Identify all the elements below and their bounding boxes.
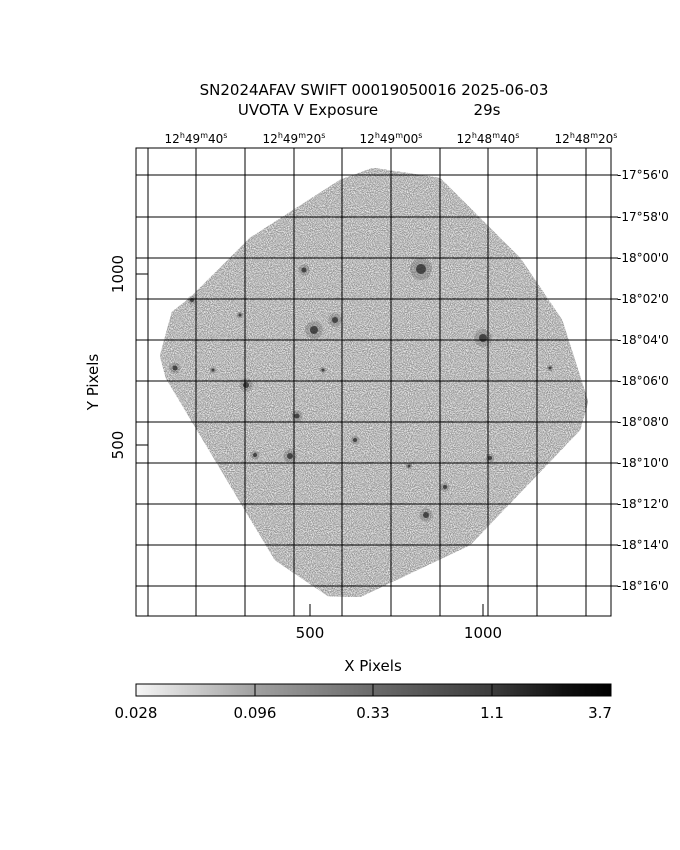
y-axis-label: Y Pixels xyxy=(84,354,102,412)
colorbar-label-1: 0.028 xyxy=(115,704,158,722)
source-spot xyxy=(488,456,492,460)
source-halo xyxy=(239,378,253,392)
coordinate-grid xyxy=(136,148,618,616)
colorbar-label-3: 0.33 xyxy=(356,704,389,722)
exposure-footprint xyxy=(159,167,589,598)
dec-label-column: -17°56'0 -17°58'0 -18°00'0 -18°02'0 -18°04'0… xyxy=(617,168,669,593)
source-spot xyxy=(423,512,429,518)
source-halo xyxy=(283,449,297,463)
source-halo xyxy=(305,321,323,339)
source-spot xyxy=(211,368,215,372)
dec-label: -18°00'0 xyxy=(617,251,669,265)
ra-label: 12h48m20s xyxy=(555,131,618,146)
source-halo xyxy=(474,329,492,347)
dec-label: -17°56'0 xyxy=(617,168,669,182)
source-spot xyxy=(416,264,426,274)
source-spot xyxy=(548,366,552,370)
source-spot xyxy=(172,365,178,371)
source-halo xyxy=(440,482,450,492)
source-halo xyxy=(169,362,181,374)
source-spot xyxy=(301,267,307,273)
source-halo xyxy=(410,258,432,280)
x-tick-label-1000: 1000 xyxy=(464,624,502,642)
dec-label: -18°06'0 xyxy=(617,374,669,388)
colorbar-ticks xyxy=(254,684,493,696)
dec-label: -18°08'0 xyxy=(617,415,669,429)
dec-label: -18°10'0 xyxy=(617,456,669,470)
source-halo xyxy=(419,508,433,522)
ra-label-row: 12h49m40s 12h49m20s 12h49m00s 12h48m40s 12h4… xyxy=(165,131,618,146)
source-spots xyxy=(169,258,554,522)
title-exposure-value: 29s xyxy=(474,101,501,119)
dec-label: -18°14'0 xyxy=(617,538,669,552)
y-tick-label-500: 500 xyxy=(109,431,127,460)
colorbar-label-5: 3.7 xyxy=(588,704,612,722)
source-spot xyxy=(238,313,242,317)
source-spot xyxy=(332,317,338,323)
source-halo xyxy=(485,453,495,463)
dec-label: -17°58'0 xyxy=(617,210,669,224)
source-spot xyxy=(253,453,257,457)
source-halo xyxy=(250,450,260,460)
source-spot xyxy=(294,413,300,419)
source-spot xyxy=(310,326,318,334)
title-line-1: SN2024AFAV SWIFT 00019050016 2025-06-03 xyxy=(200,81,549,99)
source-halo xyxy=(298,264,310,276)
ra-label: 12h49m40s xyxy=(165,131,228,146)
dec-label: -18°12'0 xyxy=(617,497,669,511)
dec-label: -18°16'0 xyxy=(617,579,669,593)
source-spot xyxy=(321,368,325,372)
colorbar-label-2: 0.096 xyxy=(234,704,277,722)
ra-label: 12h48m40s xyxy=(457,131,520,146)
source-spot xyxy=(353,438,357,442)
source-halo xyxy=(187,295,197,305)
source-halo xyxy=(291,410,303,422)
ra-label: 12h49m00s xyxy=(360,131,423,146)
source-halo xyxy=(236,311,244,319)
source-halo xyxy=(319,366,327,374)
source-halo xyxy=(405,462,413,470)
dec-label: -18°02'0 xyxy=(617,292,669,306)
colorbar-label-4: 1.1 xyxy=(480,704,504,722)
x-tick-label-500: 500 xyxy=(296,624,325,642)
source-halo xyxy=(350,435,360,445)
source-spot xyxy=(407,464,411,468)
y-tick-label-1000: 1000 xyxy=(109,255,127,293)
exposure-footprint-shade xyxy=(160,168,588,597)
source-halo xyxy=(209,366,217,374)
source-spot xyxy=(443,485,447,489)
source-spot xyxy=(287,453,293,459)
source-halo xyxy=(328,313,342,327)
ra-label: 12h49m20s xyxy=(263,131,326,146)
source-halo xyxy=(546,364,554,372)
title-exposure-label: UVOTA V Exposure xyxy=(238,101,378,119)
x-axis-label: X Pixels xyxy=(344,657,402,675)
dec-label: -18°04'0 xyxy=(617,333,669,347)
